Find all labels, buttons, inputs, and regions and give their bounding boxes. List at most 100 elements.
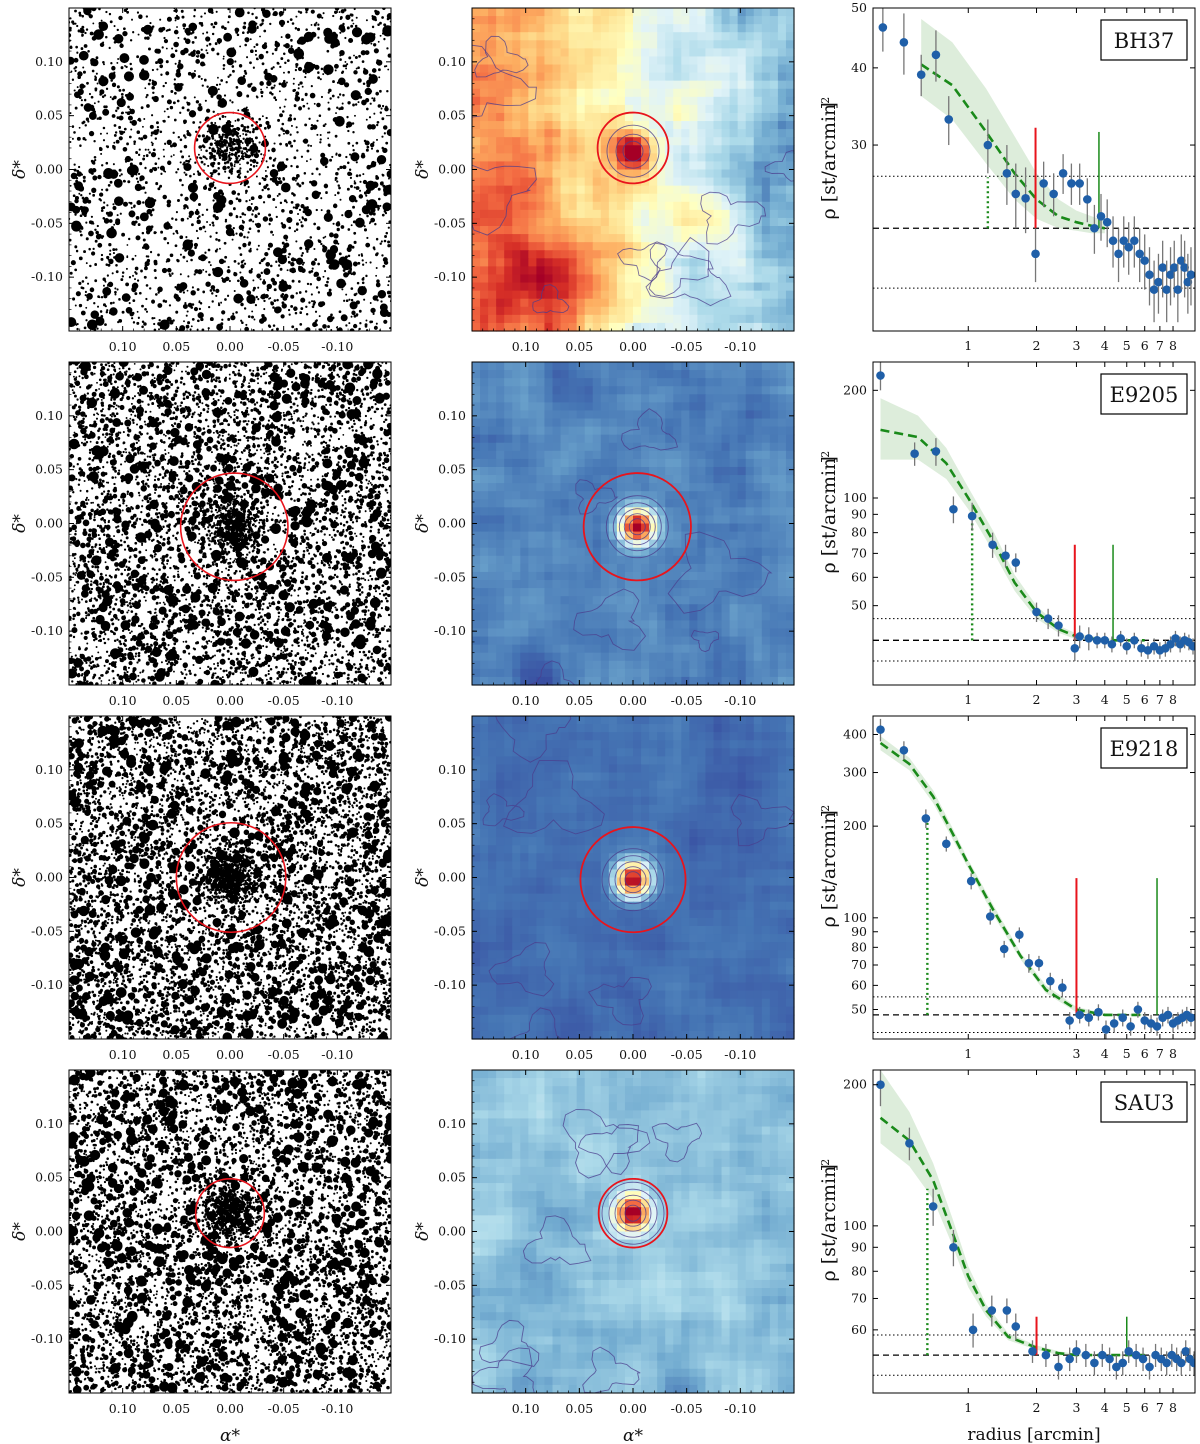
heatmap-cell [609,483,618,492]
y-tick-label: 0.10 [35,762,63,777]
heatmap-cell [689,861,698,870]
heatmap-cell [472,756,481,765]
x-tick-label: -0.05 [268,339,300,354]
heatmap-cell [770,266,779,275]
heatmap-cell [472,773,481,782]
heatmap-cell [472,620,481,629]
heatmap-cell [601,524,610,533]
heatmap-cell [722,524,731,533]
heatmap-cell [512,853,521,862]
heatmap-cell [681,612,690,621]
heatmap-cell [577,56,586,65]
heatmap-cell [585,258,594,267]
data-point [1150,285,1159,294]
data-point [1130,236,1139,245]
heatmap-cell [496,242,505,251]
heatmap-cell [512,556,521,565]
heatmap-cell [512,362,521,371]
heatmap-cell [714,475,723,484]
heatmap-cell [601,378,610,387]
heatmap-cell [536,315,545,324]
heatmap-cell [544,226,553,235]
heatmap-cell [633,202,642,211]
heatmap-cell [738,475,747,484]
heatmap-cell [657,653,666,662]
heatmap-cell [585,266,594,275]
heatmap-cell [730,805,739,814]
heatmap-cell [609,628,618,637]
heatmap-cell [609,362,618,371]
heatmap-cell [544,604,553,613]
heatmap-cell [504,386,513,395]
x-tick-label: -0.10 [724,339,756,354]
heatmap-cell [665,186,674,195]
heatmap-cell [617,218,626,227]
heatmap-cell [665,226,674,235]
heatmap-cell [585,910,594,919]
heatmap-cell [649,894,658,903]
heatmap-cell [480,299,489,308]
heatmap-cell [472,121,481,130]
heatmap-cell [762,370,771,379]
heatmap-cell [488,194,497,203]
heatmap-cell [561,878,570,887]
heatmap-cell [504,507,513,516]
heatmap-cell [681,370,690,379]
heatmap-cell [657,853,666,862]
heatmap-cell [480,378,489,387]
heatmap-cell [705,315,714,324]
heatmap-cell [738,105,747,114]
y-tick-label: 0.10 [438,54,466,69]
heatmap-cell [641,266,650,275]
heatmap-cell [738,572,747,581]
heatmap-cell [536,226,545,235]
heatmap-cell [697,475,706,484]
heatmap-cell [778,661,787,670]
heatmap-cell [633,378,642,387]
heatmap-cell [625,394,634,403]
heatmap-cell [520,902,529,911]
heatmap-cell [544,145,553,154]
heatmap-cell [512,202,521,211]
heatmap-cell [649,73,658,82]
heatmap-cell [496,451,505,460]
heatmap-cell [504,234,513,243]
heatmap-cell [641,475,650,484]
heatmap-cell [649,813,658,822]
heatmap-cell [585,789,594,798]
heatmap-cell [762,532,771,541]
heatmap-cell [786,764,795,773]
heatmap-cell [665,56,674,65]
heatmap-cell [697,861,706,870]
heatmap-cell [601,81,610,90]
heatmap-cell [673,226,682,235]
heatmap-cell [746,435,755,444]
heatmap-cell [730,40,739,49]
heatmap-cell [641,764,650,773]
heatmap-cell [641,669,650,678]
data-point [1130,636,1139,645]
heatmap-cell [681,459,690,468]
heatmap-cell [544,419,553,428]
heatmap-cell [649,362,658,371]
heatmap-cell [609,620,618,629]
heatmap-cell [569,242,578,251]
heatmap-cell [617,443,626,452]
heatmap-cell [504,661,513,670]
heatmap-cell [689,491,698,500]
heatmap-cell [689,73,698,82]
heatmap-cell [609,661,618,670]
heatmap-cell [730,266,739,275]
heatmap-cell [496,853,505,862]
heatmap-cell [553,524,562,533]
heatmap-cell [657,910,666,919]
x-tick-label: 3 [1072,692,1080,707]
heatmap-cell [641,24,650,33]
heatmap-cell [681,419,690,428]
heatmap-cell [480,596,489,605]
heatmap-cell [625,97,634,106]
heatmap-cell [730,910,739,919]
heatmap-cell [633,16,642,25]
heatmap-cell [754,40,763,49]
heatmap-cell [488,548,497,557]
